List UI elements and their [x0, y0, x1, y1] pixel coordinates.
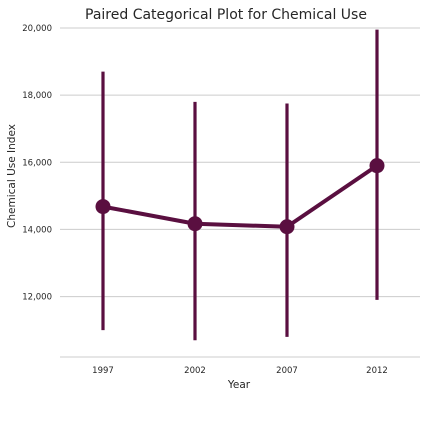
x-tick-label: 1997	[92, 366, 114, 376]
y-tick-label: 14,000	[22, 225, 52, 235]
grid-layer	[60, 27, 420, 298]
chart-title: Paired Categorical Plot for Chemical Use	[85, 7, 367, 23]
y-tick-label: 20,000	[22, 24, 52, 34]
data-point	[369, 158, 385, 174]
x-tick-label: 2007	[276, 366, 298, 376]
y-tick-label: 12,000	[22, 293, 52, 303]
x-axis-label: Year	[227, 379, 251, 391]
data-point	[187, 216, 203, 232]
x-tick-label: 2012	[366, 366, 388, 376]
y-axis-label: Chemical Use Index	[6, 124, 18, 228]
data-point	[95, 199, 111, 215]
x-tick-label: 2002	[184, 366, 206, 376]
y-tick-label: 18,000	[22, 91, 52, 101]
series-line	[102, 163, 379, 229]
y-tick-layer: 12,000 14,000 16,000 18,000 20,000	[22, 24, 52, 303]
x-tick-layer: 1997 2002 2007 2012	[92, 366, 388, 376]
data-point	[279, 219, 295, 235]
error-bar-layer	[101, 29, 379, 341]
y-tick-label: 16,000	[22, 158, 52, 168]
point-layer	[95, 158, 385, 235]
